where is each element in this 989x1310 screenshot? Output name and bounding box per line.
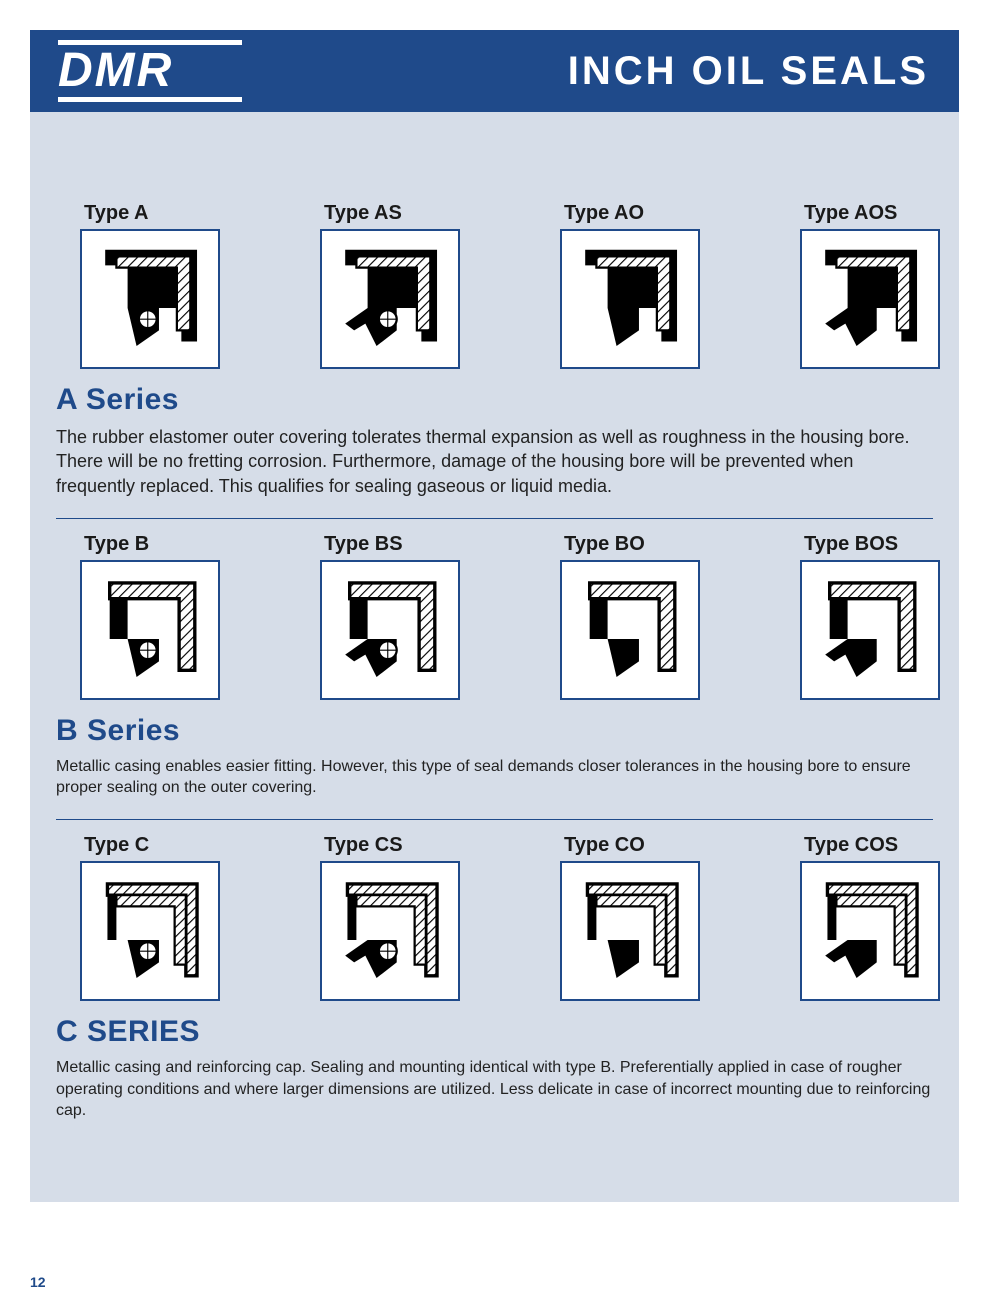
series-divider: [56, 819, 933, 820]
type-label: Type BOS: [804, 533, 940, 556]
type-cell: Type COS: [776, 834, 940, 1001]
content-background: DMR INCH OIL SEALS Type AType ASType AOT…: [30, 30, 959, 1202]
seal-diagram: [560, 560, 700, 700]
type-row: Type BType BSType BOType BOS: [56, 533, 933, 700]
series-description: Metallic casing enables easier fitting. …: [56, 756, 933, 799]
seal-diagram: [560, 861, 700, 1001]
seal-diagram: [80, 560, 220, 700]
type-cell: Type BO: [536, 533, 700, 700]
series-description: Metallic casing and reinforcing cap. Sea…: [56, 1057, 933, 1122]
page-title: INCH OIL SEALS: [568, 49, 929, 94]
type-cell: Type CS: [296, 834, 460, 1001]
series-block: Type AType ASType AOType AOSA SeriesThe …: [56, 202, 933, 498]
type-cell: Type AS: [296, 202, 460, 369]
brand-logo: DMR: [58, 40, 242, 102]
series-block: Type BType BSType BOType BOSB SeriesMeta…: [56, 533, 933, 799]
type-cell: Type AO: [536, 202, 700, 369]
type-label: Type CS: [324, 834, 460, 857]
type-label: Type BO: [564, 533, 700, 556]
type-label: Type C: [84, 834, 220, 857]
type-cell: Type A: [56, 202, 220, 369]
type-label: Type AO: [564, 202, 700, 225]
brand-text: DMR: [58, 45, 242, 97]
type-label: Type AOS: [804, 202, 940, 225]
body-area: Type A Type AS Type AO Type AOS A Series The …: [30, 112, 959, 1202]
type-label: Type B: [84, 533, 220, 556]
type-label: Type COS: [804, 834, 940, 857]
type-cell: Type CO: [536, 834, 700, 1001]
seal-diagram: [800, 861, 940, 1001]
type-label: Type BS: [324, 533, 460, 556]
seal-diagram: [80, 229, 220, 369]
type-row: Type AType ASType AOType AOS: [56, 202, 933, 369]
type-label: Type CO: [564, 834, 700, 857]
series-block: Type CType CSType COType COSC SERIESMeta…: [56, 834, 933, 1122]
series-title: A Series: [56, 383, 933, 417]
series-title: C SERIES: [56, 1015, 933, 1049]
page-number: 12: [30, 1274, 46, 1290]
series-divider: [56, 518, 933, 519]
type-cell: Type AOS: [776, 202, 940, 369]
series-description: The rubber elastomer outer covering tole…: [56, 425, 933, 498]
seal-diagram: [320, 560, 460, 700]
seal-diagram: [800, 560, 940, 700]
seal-diagram: [320, 229, 460, 369]
seal-diagram: [80, 861, 220, 1001]
type-row: Type CType CSType COType COS: [56, 834, 933, 1001]
seal-diagram: [560, 229, 700, 369]
type-label: Type A: [84, 202, 220, 225]
catalog-page: DMR INCH OIL SEALS Type AType ASType AOT…: [0, 30, 989, 1310]
header-band: DMR INCH OIL SEALS: [30, 30, 959, 112]
series-title: B Series: [56, 714, 933, 748]
type-cell: Type BOS: [776, 533, 940, 700]
seal-diagram: [800, 229, 940, 369]
type-cell: Type B: [56, 533, 220, 700]
type-cell: Type BS: [296, 533, 460, 700]
type-label: Type AS: [324, 202, 460, 225]
type-cell: Type C: [56, 834, 220, 1001]
seal-diagram: [320, 861, 460, 1001]
